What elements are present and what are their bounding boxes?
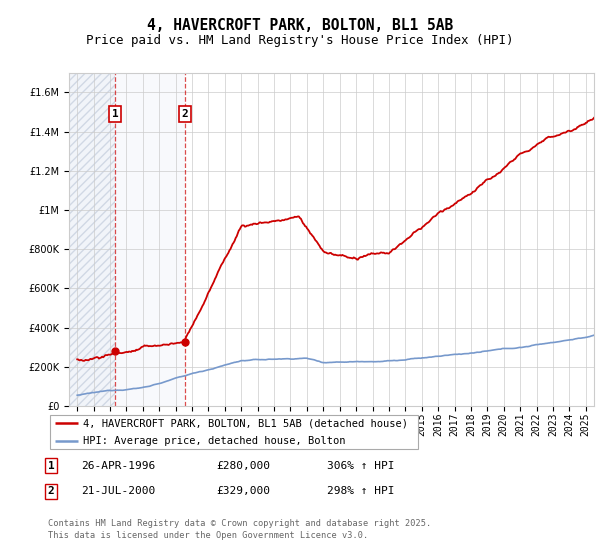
Text: HPI: Average price, detached house, Bolton: HPI: Average price, detached house, Bolt…	[83, 436, 346, 446]
Text: 1: 1	[47, 461, 55, 471]
Text: Contains HM Land Registry data © Crown copyright and database right 2025.
This d: Contains HM Land Registry data © Crown c…	[48, 519, 431, 540]
Text: 4, HAVERCROFT PARK, BOLTON, BL1 5AB (detached house): 4, HAVERCROFT PARK, BOLTON, BL1 5AB (det…	[83, 418, 409, 428]
Text: 1: 1	[112, 109, 119, 119]
Bar	[69, 73, 115, 406]
Text: 306% ↑ HPI: 306% ↑ HPI	[327, 461, 395, 471]
Text: 298% ↑ HPI: 298% ↑ HPI	[327, 486, 395, 496]
Text: 26-APR-1996: 26-APR-1996	[81, 461, 155, 471]
Bar	[115, 73, 185, 406]
Text: 21-JUL-2000: 21-JUL-2000	[81, 486, 155, 496]
Text: £280,000: £280,000	[216, 461, 270, 471]
Text: 2: 2	[181, 109, 188, 119]
Text: 2: 2	[47, 486, 55, 496]
FancyBboxPatch shape	[50, 414, 418, 449]
Text: Price paid vs. HM Land Registry's House Price Index (HPI): Price paid vs. HM Land Registry's House …	[86, 34, 514, 48]
Text: £329,000: £329,000	[216, 486, 270, 496]
Text: 4, HAVERCROFT PARK, BOLTON, BL1 5AB: 4, HAVERCROFT PARK, BOLTON, BL1 5AB	[147, 18, 453, 32]
Bar	[69, 73, 115, 406]
